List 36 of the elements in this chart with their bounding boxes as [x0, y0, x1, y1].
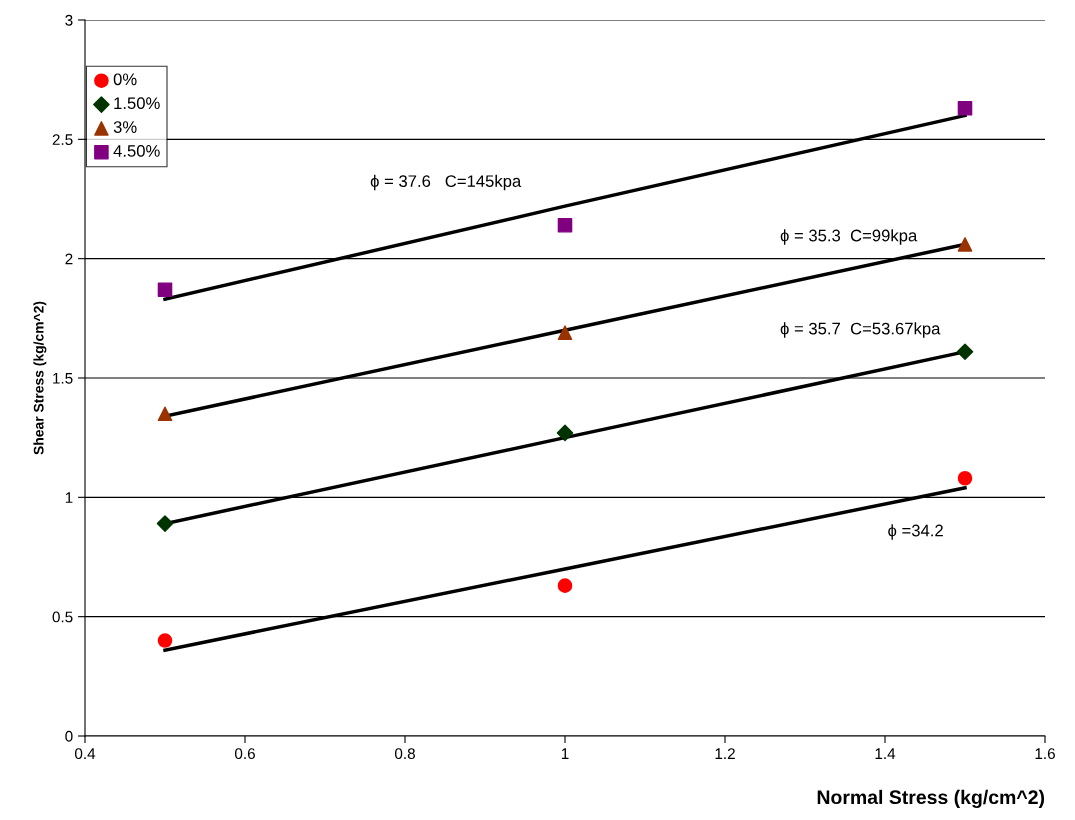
point	[157, 282, 173, 297]
x-tick-label: 0.4	[74, 748, 96, 760]
y-tick-label: 2.5	[52, 134, 73, 146]
x-tick-label: 0.8	[394, 748, 415, 760]
y-tick-label: 3	[65, 14, 73, 26]
x-tick-label: 1.6	[1035, 748, 1055, 760]
x-tick-label: 1.2	[715, 748, 735, 759]
y-tick-label: 0.5	[52, 611, 73, 623]
point	[957, 470, 973, 486]
annotation: ϕ = 37.6 C=145kpa	[370, 174, 522, 191]
point	[957, 101, 973, 116]
y-axis-title: Shear Stress (kg/cm^2)	[33, 301, 47, 455]
x-axis-title: Normal Stress (kg/cm^2)	[817, 789, 1045, 809]
point	[957, 237, 973, 252]
legend-label: 1.50%	[114, 97, 160, 110]
point	[157, 406, 173, 422]
point	[956, 343, 974, 361]
y-tick-label: 2	[65, 253, 73, 265]
legend-label: 3%	[113, 121, 137, 133]
legend-label: 4.50%	[113, 145, 160, 157]
point	[156, 515, 174, 532]
y-tick-label: 0	[65, 730, 73, 742]
point	[557, 325, 573, 340]
legend-label: 0%	[113, 73, 137, 86]
point	[157, 633, 173, 648]
point	[557, 578, 573, 593]
annotation: ϕ = 35.3 C=99kpa	[780, 229, 918, 245]
point	[556, 424, 574, 442]
point	[557, 217, 573, 233]
y-tick-label: 1	[65, 492, 73, 503]
x-tick-label: 0.6	[234, 748, 255, 760]
x-tick-label: 1.4	[875, 748, 896, 759]
annotation: ϕ = 35.7 C=53.67kpa	[780, 322, 941, 338]
annotation: ϕ =34.2	[888, 524, 943, 540]
x-tick-label: 1	[561, 748, 569, 759]
y-tick-label: 1.5	[53, 373, 73, 384]
